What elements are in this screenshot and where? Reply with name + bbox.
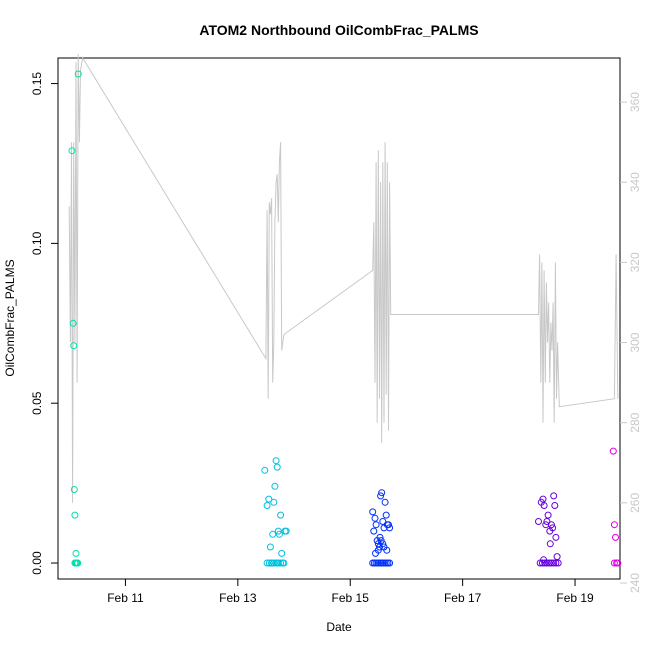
data-point <box>72 549 80 557</box>
data-point <box>553 553 561 561</box>
data-point <box>270 498 278 506</box>
data-point <box>540 502 548 509</box>
data-point <box>269 530 277 538</box>
y2-tick-label: 320 <box>628 252 642 272</box>
right-axis-line-series <box>68 53 619 503</box>
data-point <box>68 147 76 155</box>
y2-tick-label: 240 <box>628 573 642 593</box>
data-point <box>381 498 389 506</box>
data-point <box>374 546 382 554</box>
data-point <box>543 518 551 525</box>
data-point <box>274 527 282 535</box>
data-point <box>539 495 547 503</box>
data-point <box>544 511 552 519</box>
x-tick-label: Feb 17 <box>444 591 482 605</box>
y-tick-label: 0.15 <box>30 72 44 96</box>
data-point <box>277 511 285 519</box>
x-tick-label: Feb 15 <box>332 591 370 605</box>
data-point <box>386 559 394 567</box>
data-point <box>535 518 542 525</box>
data-point <box>263 559 271 567</box>
y-tick-label: 0.10 <box>30 231 44 255</box>
data-point <box>266 543 274 551</box>
data-point <box>545 559 553 567</box>
data-point <box>554 559 562 567</box>
data-point <box>273 559 281 567</box>
data-point <box>270 559 278 567</box>
data-point <box>277 559 285 567</box>
data-point <box>550 492 558 500</box>
y2-tick-label: 340 <box>628 172 642 192</box>
points-layer <box>68 70 622 567</box>
data-point <box>540 556 548 564</box>
y-axis-label: OilCombFrac_PALMS <box>3 259 17 376</box>
data-point <box>538 559 546 567</box>
data-point <box>547 521 555 529</box>
data-point <box>278 549 286 557</box>
y2-tick-label: 260 <box>628 493 642 513</box>
data-point <box>265 495 273 503</box>
data-point <box>73 559 81 567</box>
data-point <box>376 533 384 541</box>
data-point <box>612 533 619 541</box>
data-point <box>552 559 560 567</box>
plot-area <box>57 57 621 580</box>
data-point <box>263 502 271 509</box>
data-point <box>74 70 82 78</box>
data-point <box>370 527 378 535</box>
data-point <box>280 559 288 567</box>
data-point <box>385 521 392 529</box>
x-tick-label: Feb 13 <box>219 591 257 605</box>
data-point <box>383 546 391 554</box>
data-point <box>386 524 394 532</box>
data-point <box>379 540 387 548</box>
x-axis: Feb 11 Feb 13 Feb 15 Feb 17 Feb 19 <box>107 579 594 605</box>
data-point <box>541 559 549 567</box>
data-point <box>377 492 385 500</box>
data-point <box>371 514 379 522</box>
data-point <box>379 518 387 525</box>
data-point <box>70 342 78 350</box>
data-point <box>550 559 558 567</box>
data-point <box>609 447 617 455</box>
x-tick-label: Feb 11 <box>107 591 144 605</box>
y-tick-label: 0.00 <box>30 551 44 575</box>
y2-tick-label: 300 <box>628 332 642 352</box>
data-point <box>261 466 269 474</box>
data-point <box>265 559 273 567</box>
data-point <box>547 559 555 567</box>
data-point <box>382 511 390 519</box>
data-point <box>378 489 386 497</box>
data-point <box>272 457 280 465</box>
data-point <box>552 533 560 541</box>
data-point <box>271 482 279 490</box>
data-point <box>70 486 78 493</box>
x-axis-label: Date <box>326 620 352 634</box>
data-point <box>610 521 618 529</box>
y-tick-label: 0.05 <box>30 391 44 415</box>
data-point <box>546 540 554 548</box>
data-point <box>372 521 380 529</box>
data-point <box>369 508 377 516</box>
data-point <box>71 511 79 519</box>
y-axis: 0.00 0.05 0.10 0.15 <box>30 72 58 575</box>
data-point <box>282 527 290 535</box>
right-y-axis: 240 260 280 300 320 340 360 <box>620 92 642 593</box>
data-point <box>275 530 283 538</box>
data-point <box>69 319 77 327</box>
data-point <box>614 559 622 567</box>
line-layer <box>68 53 619 503</box>
data-point <box>549 524 557 532</box>
data-point <box>273 463 281 471</box>
y2-tick-label: 280 <box>628 412 642 432</box>
data-point <box>610 559 618 567</box>
y2-tick-label: 360 <box>628 92 642 112</box>
chart-title: ATOM2 Northbound OilCombFrac_PALMS <box>199 22 478 38</box>
data-point <box>551 502 559 509</box>
x-tick-label: Feb 19 <box>556 591 594 605</box>
